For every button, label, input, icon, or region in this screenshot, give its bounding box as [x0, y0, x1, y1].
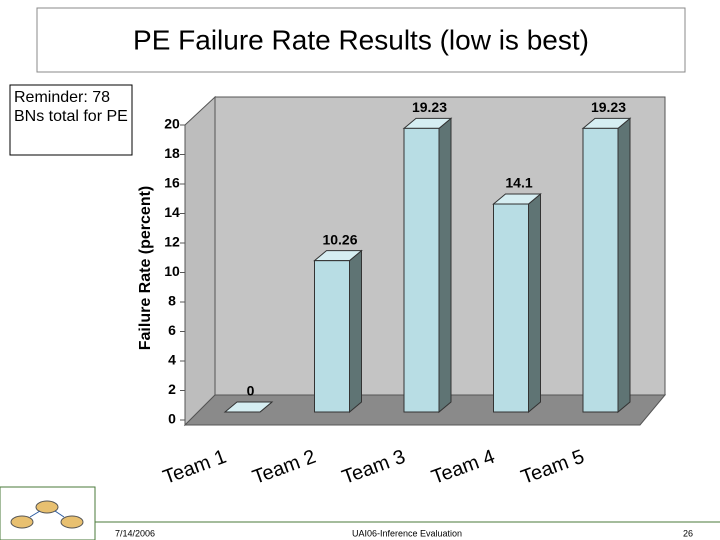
bar: [582, 127, 619, 413]
y-tick-label: 4: [168, 352, 176, 368]
y-tick-label: 18: [164, 145, 180, 161]
bar: [403, 127, 440, 413]
y-tick-label: 0: [168, 411, 176, 427]
value-label: 10.26: [322, 231, 357, 247]
plot: 0 2 4 6 8 10 12 14 16 18 20 0 Team 1 10.26 Team 2 19.23…: [160, 99, 632, 489]
logo: [10, 500, 84, 529]
value-label: 14.1: [505, 175, 532, 191]
y-tick-label: 2: [168, 381, 176, 397]
value-label: 19.23: [591, 99, 626, 115]
x-tick-label: Team 1: [160, 446, 229, 489]
footer-date: 7/14/2006: [115, 528, 155, 538]
annotation-box: [9, 84, 133, 156]
y-tick-label: 16: [164, 175, 180, 191]
y-tick-label: 10: [164, 263, 180, 279]
left-wall: [184, 95, 216, 427]
x-tick-label: Team 3: [339, 446, 408, 489]
y-tick-label: 6: [168, 322, 176, 338]
x-tick-label: Team 4: [429, 446, 498, 489]
annotation: Reminder: 78 BNs total for PE: [14, 89, 128, 125]
footer-page: 26: [683, 528, 693, 538]
x-tick-label: Team 5: [518, 446, 587, 489]
y-tick-label: 20: [164, 116, 180, 132]
title-box: [36, 7, 686, 73]
bar-side: [438, 117, 452, 414]
value-label: 19.23: [412, 99, 447, 115]
x-tick-label: Team 2: [250, 446, 319, 489]
y-tick-label: 14: [164, 204, 180, 220]
y-tick-label: 8: [168, 293, 176, 309]
logo-box: [0, 486, 96, 540]
bar-side: [617, 117, 631, 414]
bar-side: [349, 249, 362, 414]
annotation-wrap: Reminder: 78 BNs total for PE: [14, 89, 128, 125]
bar-top: [223, 401, 274, 413]
bar: [314, 260, 350, 413]
y-tick-label: 12: [164, 234, 180, 250]
y-axis-label: Failure Rate (percent): [137, 186, 154, 350]
bar: [493, 203, 529, 413]
bar-side: [528, 192, 541, 414]
value-label: 0: [247, 383, 255, 399]
footer-center: UAI06-Inference Evaluation: [352, 528, 462, 538]
chart-title: PE Failure Rate Results (low is best): [133, 24, 589, 55]
